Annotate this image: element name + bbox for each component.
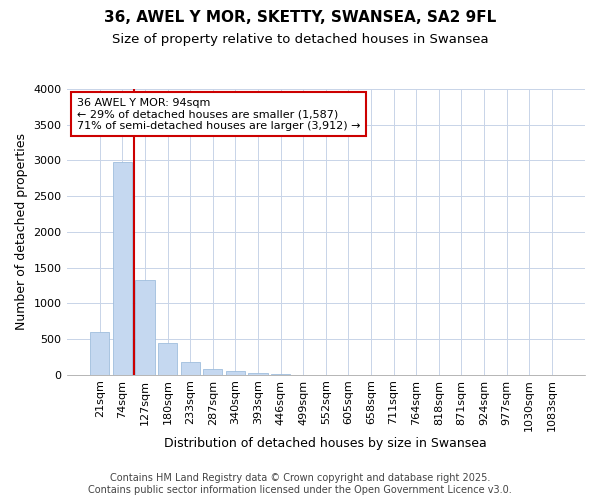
Bar bbox=[203, 370, 223, 374]
Bar bbox=[248, 373, 268, 374]
Bar bbox=[158, 344, 177, 374]
Bar bbox=[181, 362, 200, 374]
Text: 36 AWEL Y MOR: 94sqm
← 29% of detached houses are smaller (1,587)
71% of semi-de: 36 AWEL Y MOR: 94sqm ← 29% of detached h… bbox=[77, 98, 361, 131]
Bar bbox=[90, 332, 109, 374]
Y-axis label: Number of detached properties: Number of detached properties bbox=[15, 134, 28, 330]
X-axis label: Distribution of detached houses by size in Swansea: Distribution of detached houses by size … bbox=[164, 437, 487, 450]
Bar bbox=[113, 162, 132, 374]
Bar bbox=[136, 280, 155, 374]
Text: Contains HM Land Registry data © Crown copyright and database right 2025.
Contai: Contains HM Land Registry data © Crown c… bbox=[88, 474, 512, 495]
Bar bbox=[226, 372, 245, 374]
Text: 36, AWEL Y MOR, SKETTY, SWANSEA, SA2 9FL: 36, AWEL Y MOR, SKETTY, SWANSEA, SA2 9FL bbox=[104, 10, 496, 25]
Text: Size of property relative to detached houses in Swansea: Size of property relative to detached ho… bbox=[112, 32, 488, 46]
